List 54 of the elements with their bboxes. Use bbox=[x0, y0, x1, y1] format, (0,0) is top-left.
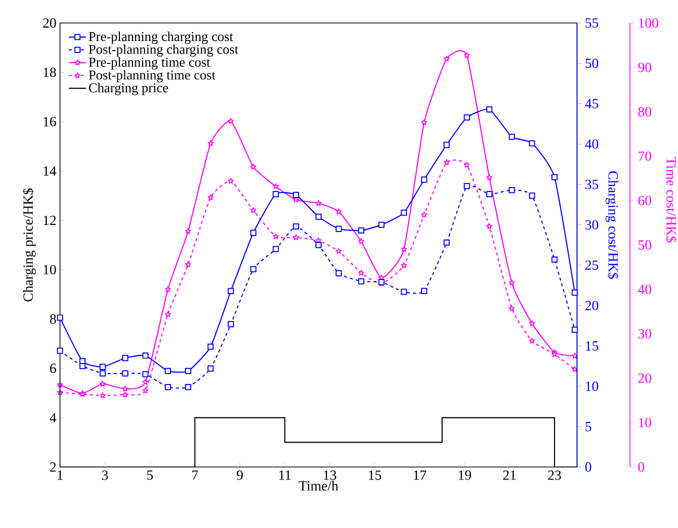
y3-tick-label: 100 bbox=[638, 18, 658, 28]
y-tick-label: 8 bbox=[50, 314, 56, 324]
y-tick-label: 10 bbox=[44, 264, 56, 274]
x-tick-label: 11 bbox=[279, 470, 291, 480]
legend-label: Post-planning time cost bbox=[88, 70, 216, 82]
y2-tick-label: 15 bbox=[586, 341, 598, 351]
x-tick-label: 19 bbox=[458, 470, 472, 480]
y2-tick-label: 55 bbox=[586, 18, 598, 28]
y2-tick-label: 20 bbox=[585, 300, 598, 310]
y2-tick-label: 5 bbox=[586, 422, 592, 432]
y2-tick-label: 40 bbox=[585, 139, 598, 149]
x-tick-label: 5 bbox=[147, 470, 153, 480]
y-tick-label: 14 bbox=[44, 166, 56, 176]
y2-axis-title: Charging cost/HK$ bbox=[606, 171, 619, 279]
y2-tick-label: 35 bbox=[585, 180, 598, 190]
y3-tick-label: 60 bbox=[638, 196, 652, 206]
y-tick-label: 20 bbox=[43, 18, 56, 28]
y2-tick-label: 0 bbox=[585, 462, 592, 472]
x-tick-label: 9 bbox=[236, 470, 243, 480]
x-tick-label: 3 bbox=[102, 470, 108, 480]
y-tick-label: 12 bbox=[44, 216, 56, 225]
y-axis-title: Charging price/HK$ bbox=[22, 188, 36, 302]
x-tick-label: 1 bbox=[58, 470, 63, 480]
y-tick-label: 16 bbox=[44, 116, 56, 126]
y2-tick-label: 50 bbox=[586, 58, 598, 68]
x-axis-title: Time/h bbox=[298, 480, 338, 491]
y3-tick-label: 40 bbox=[638, 284, 652, 294]
y3-tick-label: 30 bbox=[638, 329, 652, 339]
y3-tick-label: 90 bbox=[638, 62, 652, 72]
x-tick-label: 21 bbox=[503, 470, 516, 480]
x-tick-label: 23 bbox=[548, 470, 561, 480]
y3-tick-label: 80 bbox=[638, 107, 652, 117]
y2-tick-label: 10 bbox=[586, 382, 598, 391]
y-tick-label: 4 bbox=[50, 413, 56, 422]
y-tick-label: 2 bbox=[50, 462, 56, 472]
x-tick-label: 17 bbox=[414, 470, 426, 480]
y2-tick-label: 45 bbox=[585, 99, 598, 108]
y3-tick-label: 0 bbox=[638, 462, 644, 472]
y3-tick-label: 50 bbox=[638, 240, 652, 250]
x-tick-label: 7 bbox=[192, 470, 198, 480]
y3-axis-title: Time cost/HK$ bbox=[666, 157, 677, 243]
y-tick-label: 6 bbox=[50, 364, 56, 374]
legend-label: Pre-planning time cost bbox=[88, 57, 210, 70]
y3-tick-label: 10 bbox=[638, 418, 652, 428]
y2-tick-label: 25 bbox=[585, 260, 598, 270]
x-tick-label: 15 bbox=[368, 470, 382, 480]
legend-label: Charging price bbox=[89, 82, 168, 96]
legend-label: Pre-planning charging cost bbox=[88, 32, 234, 44]
y-tick-label: 18 bbox=[44, 68, 56, 78]
y2-tick-label: 30 bbox=[585, 220, 598, 230]
x-tick-label: 13 bbox=[324, 470, 336, 480]
y3-tick-label: 20 bbox=[638, 373, 652, 383]
y3-tick-label: 70 bbox=[638, 151, 652, 161]
legend-label: Post-planning charging cost bbox=[88, 44, 238, 57]
